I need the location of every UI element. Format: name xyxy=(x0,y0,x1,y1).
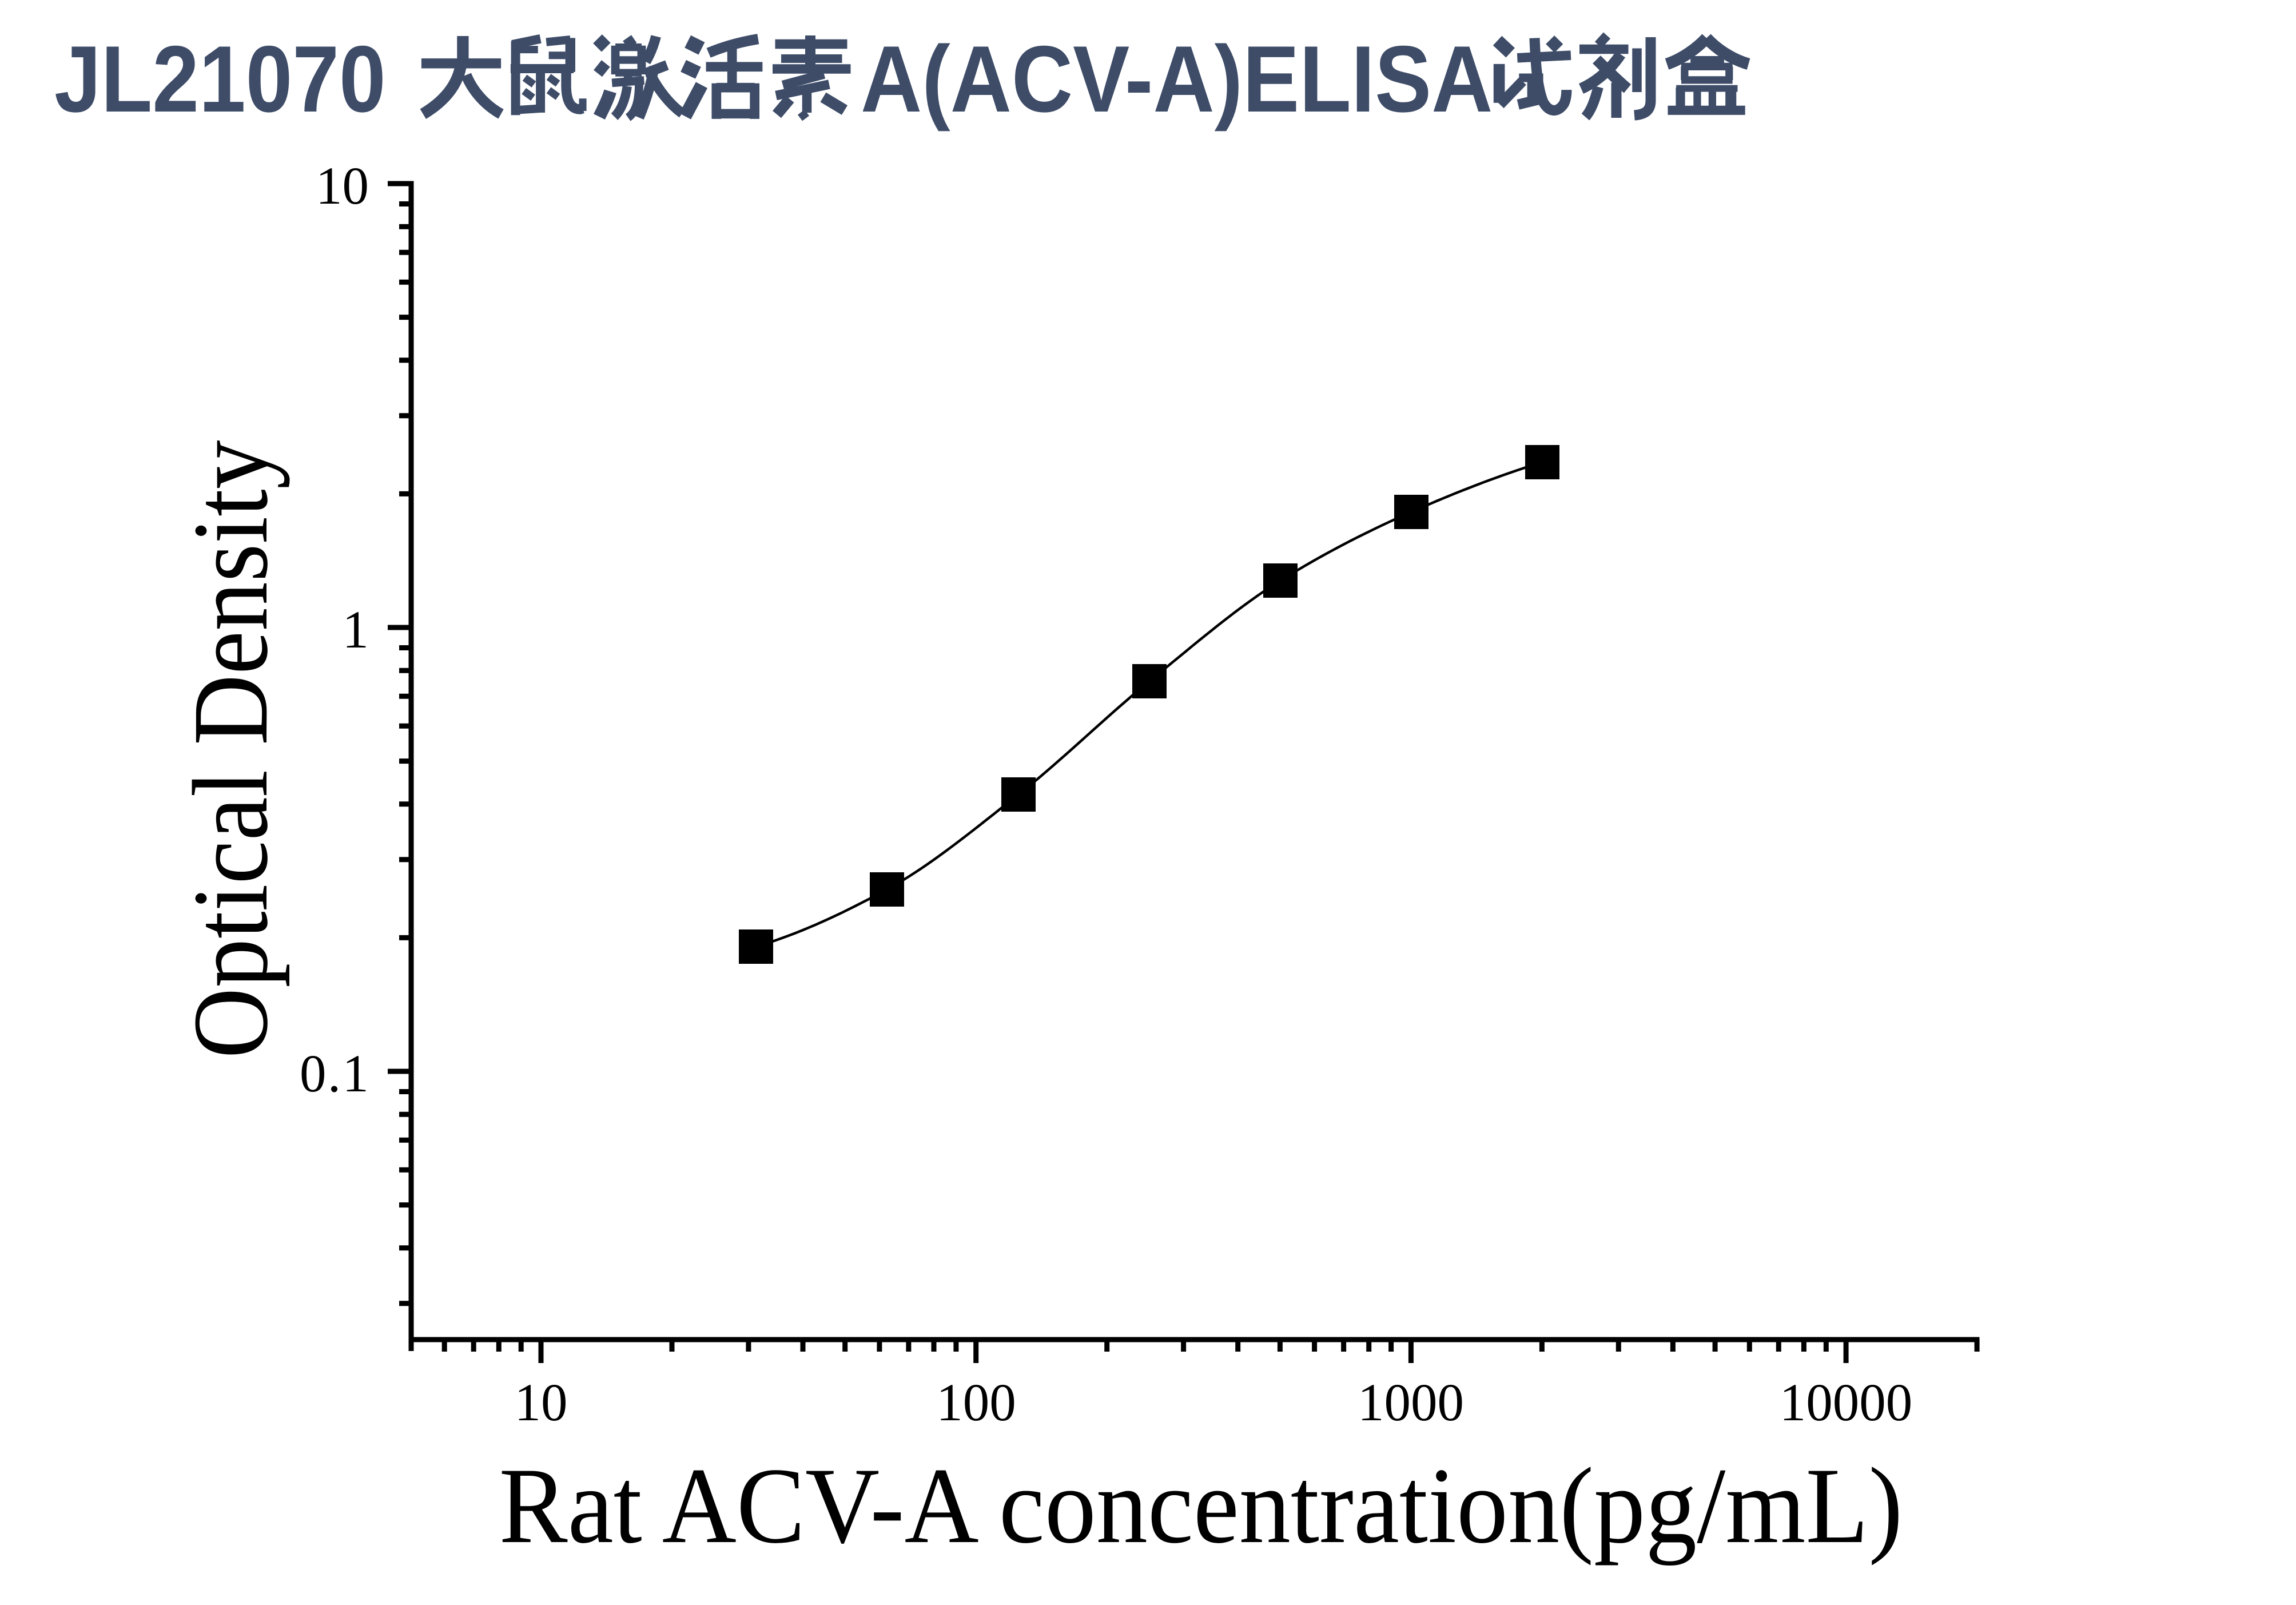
svg-text:1000: 1000 xyxy=(1358,1373,1464,1432)
svg-text:10000: 10000 xyxy=(1780,1373,1913,1432)
svg-text:10: 10 xyxy=(316,157,369,216)
svg-text:Optical Density: Optical Density xyxy=(170,440,290,1059)
svg-text:10: 10 xyxy=(515,1373,568,1432)
svg-text:100: 100 xyxy=(936,1373,1016,1432)
svg-text:JL21070: JL21070 xyxy=(54,27,386,132)
svg-text:A(ACV-A)ELISA: A(ACV-A)ELISA xyxy=(861,27,1493,132)
svg-text:Rat ACV-A concentration(pg/mL): Rat ACV-A concentration(pg/mL) xyxy=(499,1446,1903,1566)
svg-text:1: 1 xyxy=(343,601,369,660)
svg-text:0.1: 0.1 xyxy=(300,1044,369,1103)
